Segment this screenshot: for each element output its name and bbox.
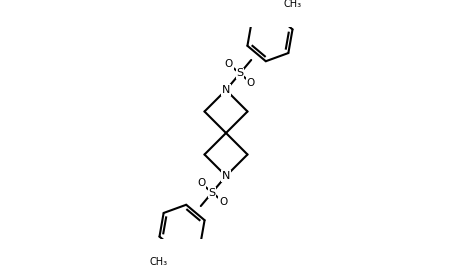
Text: CH₃: CH₃	[150, 257, 168, 266]
Text: O: O	[246, 78, 254, 88]
Text: N: N	[221, 85, 230, 95]
Text: O: O	[224, 59, 232, 69]
Text: CH₃: CH₃	[283, 0, 301, 9]
Text: O: O	[197, 178, 205, 188]
Text: O: O	[219, 197, 227, 207]
Text: S: S	[208, 188, 215, 198]
Text: N: N	[221, 171, 230, 181]
Text: S: S	[236, 68, 243, 78]
